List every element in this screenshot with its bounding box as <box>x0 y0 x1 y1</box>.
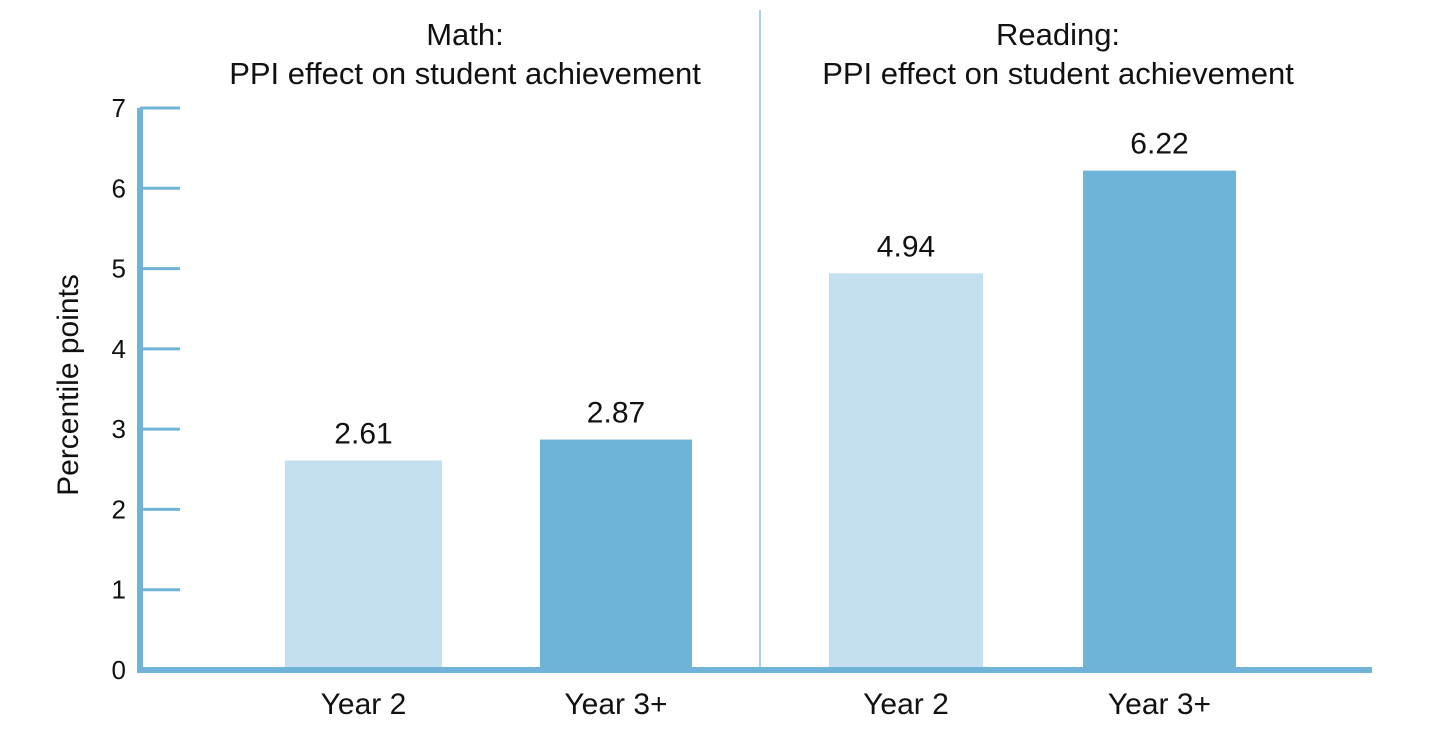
x-category-label: Year 3+ <box>1108 688 1211 721</box>
bars: 2.61 Year 2 2.87 Year 3+ 4.94 Year 2 6.22 Year … <box>285 128 1236 721</box>
bar-value-label: 2.61 <box>334 417 392 450</box>
bar <box>285 460 442 670</box>
bar-value-label: 2.87 <box>587 397 645 430</box>
y-axis-ticks: 0 1 2 3 4 5 6 7 <box>112 93 180 685</box>
x-category-label: Year 2 <box>321 688 407 721</box>
y-tick-label: 4 <box>112 334 126 364</box>
y-tick-label: 1 <box>112 575 126 605</box>
x-category-label: Year 2 <box>863 688 949 721</box>
y-tick-label: 2 <box>112 494 126 524</box>
math-title-line1: Math: <box>426 17 504 52</box>
y-axis-label: Percentile points <box>52 274 85 496</box>
bar <box>829 273 983 670</box>
bar-value-label: 4.94 <box>877 230 935 263</box>
y-tick-label: 0 <box>112 655 126 685</box>
y-tick-label: 6 <box>112 173 126 203</box>
y-tick-label: 5 <box>112 254 126 284</box>
bar <box>540 439 692 670</box>
y-tick-label: 7 <box>112 93 126 123</box>
y-tick-label: 3 <box>112 414 126 444</box>
bar-value-label: 6.22 <box>1130 128 1188 161</box>
reading-title-line2: PPI effect on student achievement <box>822 56 1294 91</box>
math-title-line2: PPI effect on student achievement <box>229 56 701 91</box>
x-category-label: Year 3+ <box>564 688 667 721</box>
bar <box>1083 170 1236 670</box>
reading-title-line1: Reading: <box>996 17 1120 52</box>
